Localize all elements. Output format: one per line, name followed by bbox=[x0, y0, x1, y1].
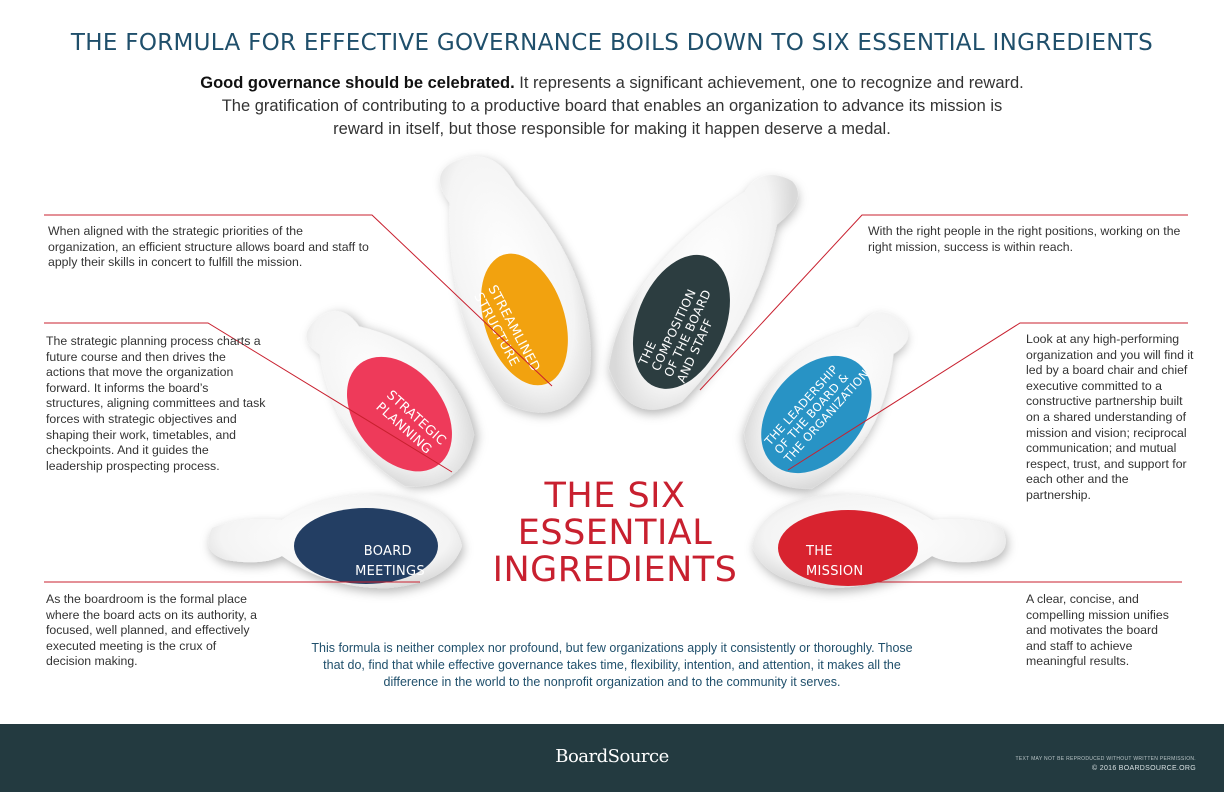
six-ingredients-heading: THE SIX ESSENTIAL INGREDIENTS bbox=[492, 476, 738, 590]
leadership-ingredient bbox=[761, 355, 872, 474]
composition-description: With the right people in the right posit… bbox=[868, 224, 1181, 254]
intro-body: It represents a significant achievement,… bbox=[221, 74, 1024, 138]
meetings-description: As the boardroom is the formal place whe… bbox=[46, 592, 257, 669]
meetings-label: BOARD MEETINGS bbox=[355, 544, 425, 579]
leader-line-leadership bbox=[787, 322, 1188, 471]
leader-lines bbox=[44, 214, 1188, 583]
spoon-composition bbox=[608, 174, 798, 410]
mission-ingredient bbox=[778, 510, 918, 586]
spoon-the-mission bbox=[752, 494, 1006, 589]
structure-description: When aligned with the strategic prioriti… bbox=[48, 224, 369, 270]
intro-paragraph: Good governance should be celebrated. It… bbox=[200, 72, 1024, 141]
composition-ingredient bbox=[632, 254, 730, 389]
leadership-description: Look at any high-performing organization… bbox=[1026, 332, 1194, 502]
spoon-strategic-planning bbox=[306, 311, 474, 487]
spoon-streamlined-structure bbox=[440, 156, 591, 413]
leader-line-composition bbox=[699, 214, 1188, 391]
footer-bar: BoardSource TEXT MAY NOT BE REPRODUCED W… bbox=[0, 724, 1224, 792]
mission-description: A clear, concise, and compelling mission… bbox=[1026, 592, 1169, 669]
spoon-board-meetings bbox=[208, 494, 462, 589]
intro-lead: Good governance should be celebrated. bbox=[200, 74, 515, 92]
page-title: THE FORMULA FOR EFFECTIVE GOVERNANCE BOI… bbox=[70, 30, 1154, 56]
planning-ingredient bbox=[346, 356, 452, 472]
mission-label: THE MISSION bbox=[805, 544, 863, 579]
spoon-leadership bbox=[744, 312, 908, 489]
leader-line-planning bbox=[44, 322, 453, 473]
copyright: © 2016 BOARDSOURCE.ORG bbox=[1092, 765, 1196, 772]
fine-print: TEXT MAY NOT BE REPRODUCED WITHOUT WRITT… bbox=[1015, 756, 1196, 762]
meetings-ingredient bbox=[294, 508, 438, 584]
summary-note: This formula is neither complex nor prof… bbox=[311, 641, 913, 689]
leader-line-structure bbox=[44, 214, 553, 387]
structure-ingredient bbox=[480, 253, 568, 386]
planning-description: The strategic planning process charts a … bbox=[46, 334, 266, 473]
boardsource-logo: BoardSource bbox=[555, 746, 669, 767]
